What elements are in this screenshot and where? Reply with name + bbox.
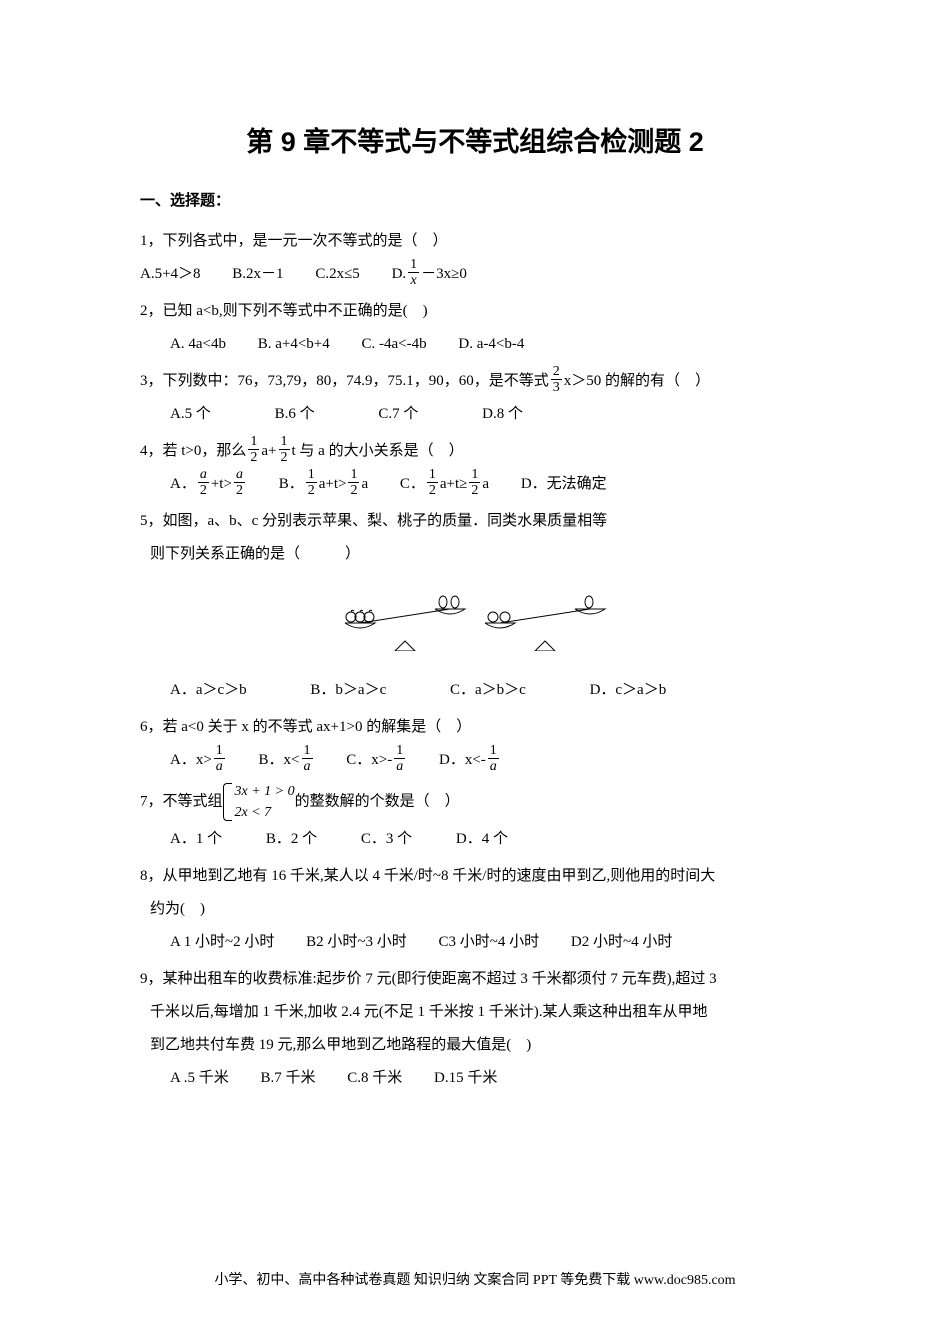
q7-optC: C．3 个 bbox=[361, 823, 412, 856]
q6-optA: A．x>1a bbox=[170, 744, 227, 777]
q3-optC: C.7 个 bbox=[378, 398, 418, 431]
q9-text1: 9，某种出租车的收费标准:起步价 7 元(即行使距离不超过 3 千米都须付 7 … bbox=[140, 963, 810, 996]
balance-scale-image bbox=[140, 581, 810, 664]
q1-optC: C.2x≤5 bbox=[315, 258, 360, 291]
q8-text2: 约为( ) bbox=[150, 893, 810, 926]
q7-text: 7，不等式组3x + 1 > 02x < 7的整数解的个数是（ ） bbox=[140, 781, 810, 823]
q1-optD-suffix: －3x≥0 bbox=[421, 266, 467, 282]
q7-optA: A．1 个 bbox=[170, 823, 222, 856]
q4-frac1: 12 bbox=[248, 434, 259, 466]
q3-suffix: x＞50 的解的有（ ） bbox=[564, 373, 710, 389]
q4-options: A．a2+t>a2 B．12a+t>12a C．12a+t≥12a D．无法确定 bbox=[170, 468, 810, 501]
question-4: 4，若 t>0，那么12a+12t 与 a 的大小关系是（ ） A．a2+t>a… bbox=[140, 435, 810, 501]
question-3: 3，下列数中：76，73,79，80，74.9，75.1，90，60，是不等式2… bbox=[140, 365, 810, 431]
q5-text2: 则下列关系正确的是（ ） bbox=[150, 538, 810, 571]
q4-suffix: t 与 a 的大小关系是（ ） bbox=[292, 443, 464, 459]
question-8: 8，从甲地到乙地有 16 千米,某人以 4 千米/时~8 千米/时的速度由甲到乙… bbox=[140, 860, 810, 959]
q2-optB: B. a+4<b+4 bbox=[258, 328, 330, 361]
q8-optD: D2 小时~4 小时 bbox=[571, 926, 672, 959]
q2-optC: C. -4a<-4b bbox=[362, 328, 427, 361]
q1-optD-prefix: D. bbox=[392, 266, 407, 282]
q9-optB: B.7 千米 bbox=[261, 1062, 316, 1095]
q5-optA: A．a＞c＞b bbox=[170, 674, 247, 707]
q9-optD: D.15 千米 bbox=[434, 1062, 497, 1095]
q6-optD: D．x<-1a bbox=[439, 744, 501, 777]
q3-optB: B.6 个 bbox=[275, 398, 315, 431]
q7-system: 3x + 1 > 02x < 7 bbox=[223, 781, 295, 823]
q4-optB: B．12a+t>12a bbox=[279, 468, 368, 501]
q8-optB: B2 小时~3 小时 bbox=[306, 926, 407, 959]
q8-text1: 8，从甲地到乙地有 16 千米,某人以 4 千米/时~8 千米/时的速度由甲到乙… bbox=[140, 860, 810, 893]
q4-text: 4，若 t>0，那么12a+12t 与 a 的大小关系是（ ） bbox=[140, 435, 810, 468]
q8-optC: C3 小时~4 小时 bbox=[439, 926, 540, 959]
q4-mid1: a+ bbox=[261, 443, 276, 459]
q3-frac: 23 bbox=[551, 364, 562, 396]
q9-text2: 千米以后,每增加 1 千米,加收 2.4 元(不足 1 千米按 1 千米计).某… bbox=[150, 996, 810, 1029]
q1-options: A.5+4＞8 B.2x－1 C.2x≤5 D.1x－3x≥0 bbox=[140, 258, 810, 291]
q9-optC: C.8 千米 bbox=[347, 1062, 402, 1095]
q3-options: A.5 个 B.6 个 C.7 个 D.8 个 bbox=[170, 398, 810, 431]
question-2: 2，已知 a<b,则下列不等式中不正确的是( ) A. 4a<4b B. a+4… bbox=[140, 295, 810, 361]
q1-optD: D.1x－3x≥0 bbox=[392, 258, 467, 291]
q8-optA: A 1 小时~2 小时 bbox=[170, 926, 274, 959]
q4-optC: C．12a+t≥12a bbox=[400, 468, 489, 501]
q8-options: A 1 小时~2 小时 B2 小时~3 小时 C3 小时~4 小时 D2 小时~… bbox=[170, 926, 810, 959]
q9-text3: 到乙地共付车费 19 元,那么甲地到乙地路程的最大值是( ) bbox=[150, 1029, 810, 1062]
question-9: 9，某种出租车的收费标准:起步价 7 元(即行使距离不超过 3 千米都须付 7 … bbox=[140, 963, 810, 1095]
question-5: 5，如图，a、b、c 分别表示苹果、梨、桃子的质量．同类水果质量相等 则下列关系… bbox=[140, 505, 810, 707]
q2-text: 2，已知 a<b,则下列不等式中不正确的是( ) bbox=[140, 295, 810, 328]
q2-optD: D. a-4<b-4 bbox=[458, 328, 524, 361]
q4-optD: D．无法确定 bbox=[521, 468, 607, 501]
page-title: 第 9 章不等式与不等式组综合检测题 2 bbox=[140, 120, 810, 159]
q6-options: A．x>1a B．x<1a C．x>-1a D．x<-1a bbox=[170, 744, 810, 777]
q3-text: 3，下列数中：76，73,79，80，74.9，75.1，90，60，是不等式2… bbox=[140, 365, 810, 398]
q4-optA: A．a2+t>a2 bbox=[170, 468, 247, 501]
q5-text1: 5，如图，a、b、c 分别表示苹果、梨、桃子的质量．同类水果质量相等 bbox=[140, 505, 810, 538]
section-header-1: 一、选择题： bbox=[140, 189, 810, 210]
q1-optA: A.5+4＞8 bbox=[140, 258, 201, 291]
q3-optA: A.5 个 bbox=[170, 398, 211, 431]
q4-prefix: 4，若 t>0，那么 bbox=[140, 443, 246, 459]
q2-options: A. 4a<4b B. a+4<b+4 C. -4a<-4b D. a-4<b-… bbox=[170, 328, 810, 361]
q7-optB: B．2 个 bbox=[266, 823, 317, 856]
q1-text: 1，下列各式中，是一元一次不等式的是（ ） bbox=[140, 225, 810, 258]
q1-optD-frac: 1x bbox=[408, 257, 419, 289]
q6-optC: C．x>-1a bbox=[346, 744, 407, 777]
question-1: 1，下列各式中，是一元一次不等式的是（ ） A.5+4＞8 B.2x－1 C.2… bbox=[140, 225, 810, 291]
q3-prefix: 3，下列数中：76，73,79，80，74.9，75.1，90，60，是不等式 bbox=[140, 373, 549, 389]
q9-options: A .5 千米 B.7 千米 C.8 千米 D.15 千米 bbox=[170, 1062, 810, 1095]
q2-optA: A. 4a<4b bbox=[170, 328, 226, 361]
page-footer: 小学、初中、高中各种试卷真题 知识归纳 文案合同 PPT 等免费下载 www.d… bbox=[0, 1269, 950, 1289]
q7-optD: D．4 个 bbox=[456, 823, 508, 856]
q7-options: A．1 个 B．2 个 C．3 个 D．4 个 bbox=[170, 823, 810, 856]
q4-frac2: 12 bbox=[279, 434, 290, 466]
question-6: 6，若 a<0 关于 x 的不等式 ax+1>0 的解集是（ ） A．x>1a … bbox=[140, 711, 810, 777]
q5-optC: C．a＞b＞c bbox=[450, 674, 526, 707]
q9-optA: A .5 千米 bbox=[170, 1062, 229, 1095]
q3-optD: D.8 个 bbox=[482, 398, 523, 431]
q1-optB: B.2x－1 bbox=[232, 258, 283, 291]
q5-options: A．a＞c＞b B．b＞a＞c C．a＞b＞c D．c＞a＞b bbox=[170, 674, 810, 707]
question-7: 7，不等式组3x + 1 > 02x < 7的整数解的个数是（ ） A．1 个 … bbox=[140, 781, 810, 856]
q6-optB: B．x<1a bbox=[259, 744, 315, 777]
q5-optD: D．c＞a＞b bbox=[590, 674, 667, 707]
q5-optB: B．b＞a＞c bbox=[310, 674, 386, 707]
q6-text: 6，若 a<0 关于 x 的不等式 ax+1>0 的解集是（ ） bbox=[140, 711, 810, 744]
